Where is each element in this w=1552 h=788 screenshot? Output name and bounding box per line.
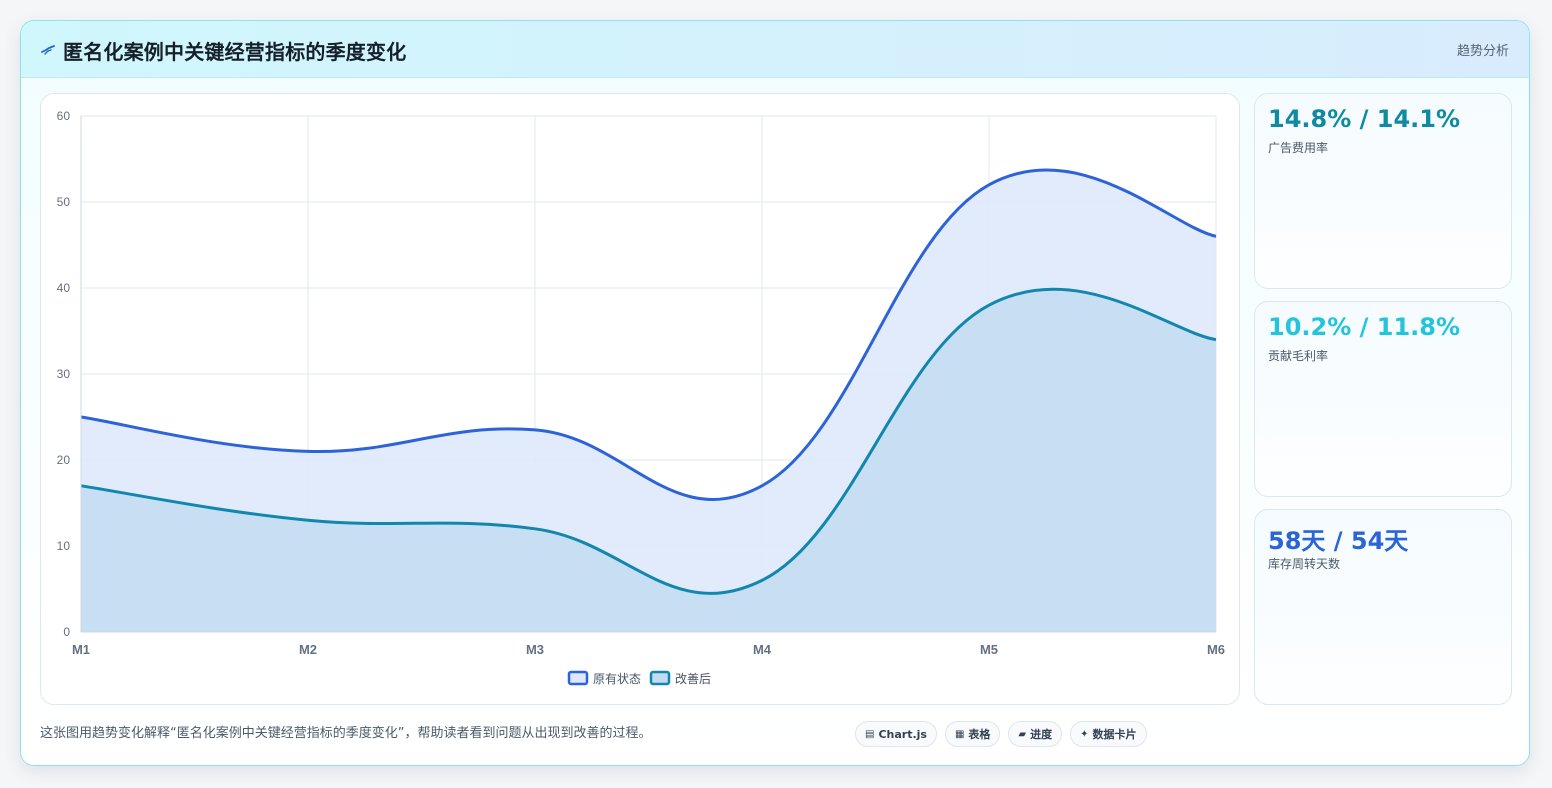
legend-swatch xyxy=(567,670,589,686)
chip-label: 进度 xyxy=(1030,728,1053,741)
series-area-1 xyxy=(81,289,1216,632)
stat-value: 14.8% / 14.1% xyxy=(1268,105,1460,133)
x-tick-label: M3 xyxy=(526,642,544,657)
stat-card-contribution-margin: 10.2% / 11.8% 贡献毛利率 xyxy=(1254,301,1512,497)
dashboard-panel: 匿名化案例中关键经营指标的季度变化 趋势分析 0 10 20 30 40 50 60 M1 M2… xyxy=(20,20,1530,766)
stat-value: 10.2% / 11.8% xyxy=(1268,313,1460,341)
chip-table[interactable]: ▦ 表格 xyxy=(944,721,1001,747)
y-tick-label: 60 xyxy=(57,109,71,123)
legend-label: 原有状态 xyxy=(593,672,641,686)
x-tick-label: M6 xyxy=(1207,642,1225,657)
y-tick-label: 0 xyxy=(63,625,70,639)
series-line-1 xyxy=(80,287,1217,595)
area-chart: 0 10 20 30 40 50 60 M1 M2 M3 M4 M5 M6 原有状态 改善后 xyxy=(57,109,1225,686)
y-tick-label: 20 xyxy=(57,453,71,467)
stat-value: 58天 / 54天 xyxy=(1268,527,1409,555)
chip-label: 数据卡片 xyxy=(1092,728,1137,741)
chart-description: 这张图用趋势变化解释“匿名化案例中关键经营指标的季度变化”，帮助读者看到问题从出… xyxy=(40,726,652,741)
table-icon: ▦ xyxy=(954,728,965,740)
series-line-0 xyxy=(80,168,1217,501)
legend-swatch xyxy=(649,670,671,686)
card-icon: ✦ xyxy=(1080,728,1089,740)
feature-chips: ▤ Chart.js ▦ 表格 ▰ 进度 ✦ 数据卡片 xyxy=(855,721,1147,749)
stat-label: 库存周转天数 xyxy=(1268,557,1341,571)
stat-label: 贡献毛利率 xyxy=(1268,349,1329,363)
chip-progress[interactable]: ▰ 进度 xyxy=(1008,721,1063,747)
chip-label: Chart.js xyxy=(878,727,927,741)
legend-label: 改善后 xyxy=(675,671,711,686)
y-tick-label: 50 xyxy=(57,195,71,209)
x-tick-label: M2 xyxy=(299,642,317,657)
stat-card-ad-cost: 14.8% / 14.1% 广告费用率 xyxy=(1254,93,1512,289)
progress-icon: ▰ xyxy=(1018,728,1027,740)
stat-label: 广告费用率 xyxy=(1268,141,1329,155)
y-tick-label: 40 xyxy=(57,281,71,295)
x-tick-label: M5 xyxy=(980,642,998,657)
panel-header: 匿名化案例中关键经营指标的季度变化 趋势分析 xyxy=(21,21,1529,78)
x-tick-label: M4 xyxy=(753,642,772,657)
page-title: 匿名化案例中关键经营指标的季度变化 xyxy=(63,40,407,64)
chip-data-card[interactable]: ✦ 数据卡片 xyxy=(1070,721,1147,747)
chip-chartjs[interactable]: ▤ Chart.js xyxy=(855,721,937,747)
chart-card: 0 10 20 30 40 50 60 M1 M2 M3 M4 M5 M6 原有状态 改善后 xyxy=(40,93,1240,705)
chart-icon: ▤ xyxy=(865,728,875,740)
x-tick-label: M1 xyxy=(72,642,90,657)
stat-card-inventory-days: 58天 / 54天 库存周转天数 xyxy=(1254,509,1512,705)
trend-analysis-tag[interactable]: 趋势分析 xyxy=(1456,44,1509,59)
chip-label: 表格 xyxy=(968,728,991,741)
y-tick-label: 10 xyxy=(57,539,71,553)
pulse-line-icon xyxy=(41,45,55,55)
y-tick-label: 30 xyxy=(57,367,71,381)
